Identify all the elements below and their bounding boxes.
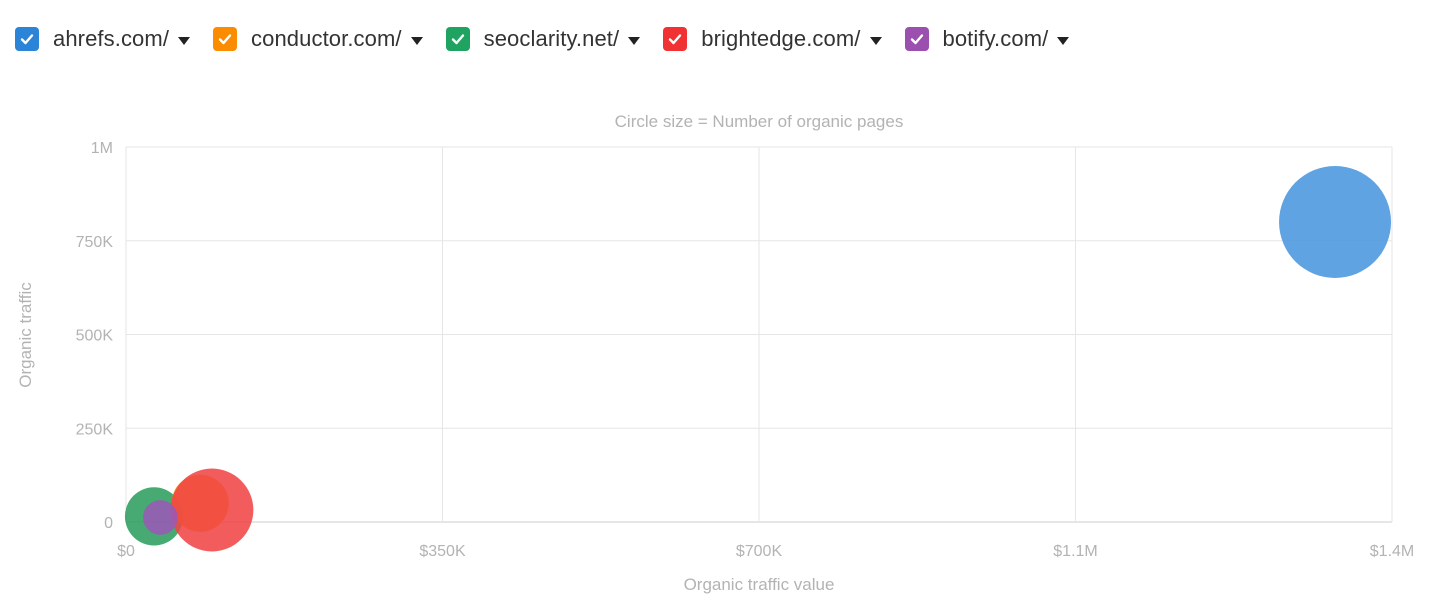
caret-down-icon[interactable]: [409, 36, 425, 46]
checkbox-botify[interactable]: [904, 27, 929, 51]
legend-item-conductor[interactable]: conductor.com/: [213, 26, 425, 52]
y-tick-label: 1M: [91, 140, 113, 157]
caret-down-icon[interactable]: [1055, 36, 1071, 46]
legend-item-botify[interactable]: botify.com/: [904, 26, 1072, 52]
checkmark-icon: [669, 34, 682, 45]
caret-down-icon[interactable]: [626, 36, 642, 46]
checkbox-seoclarity[interactable]: [445, 27, 470, 51]
x-tick-label: $1.4M: [1370, 543, 1414, 560]
checkbox-brightedge[interactable]: [663, 27, 688, 51]
y-axis-title: Organic traffic: [16, 282, 35, 388]
checkmark-icon: [910, 34, 923, 45]
bubble-series: [124, 166, 1392, 552]
y-tick-label: 500K: [76, 328, 114, 345]
bubble-botify-com[interactable]: [143, 500, 178, 535]
legend-item-seoclarity[interactable]: seoclarity.net/: [445, 26, 643, 52]
checkmark-icon: [451, 34, 464, 45]
caret-down-icon[interactable]: [868, 36, 884, 46]
checkmark-icon: [218, 34, 232, 45]
legend-item-ahrefs[interactable]: ahrefs.com/: [15, 26, 192, 52]
x-tick-label: $1.1M: [1053, 543, 1097, 560]
checkmark-icon: [20, 34, 34, 45]
chart-grid: [125, 146, 1393, 523]
caret-down-icon[interactable]: [176, 36, 192, 46]
checkbox-conductor[interactable]: [213, 27, 238, 51]
x-axis-title: Organic traffic value: [684, 575, 835, 594]
x-tick-label: $700K: [736, 543, 783, 560]
legend-label-brightedge[interactable]: brightedge.com/: [701, 26, 861, 51]
bubble-ahrefs-com[interactable]: [1279, 166, 1392, 278]
y-tick-label: 750K: [76, 234, 114, 251]
bubble-brightedge-com[interactable]: [170, 468, 254, 552]
x-tick-label: $350K: [419, 543, 466, 560]
chart-subtitle: Circle size = Number of organic pages: [615, 112, 904, 131]
legend-item-brightedge[interactable]: brightedge.com/: [663, 26, 883, 52]
y-tick-label: 250K: [76, 421, 114, 438]
x-tick-label: $0: [117, 543, 135, 560]
legend-label-ahrefs[interactable]: ahrefs.com/: [53, 26, 170, 51]
legend-label-seoclarity[interactable]: seoclarity.net/: [483, 26, 620, 51]
checkbox-ahrefs[interactable]: [15, 27, 39, 51]
legend-label-botify[interactable]: botify.com/: [942, 26, 1049, 51]
series-legend: ahrefs.com/ conductor.com/ seoclarity.ne…: [15, 25, 1092, 53]
tick-labels: 0 250K 500K 750K 1M $0 $350K $700K $1.1M $1.4M: [76, 140, 1415, 560]
legend-label-conductor[interactable]: conductor.com/: [251, 26, 402, 51]
y-tick-label: 0: [104, 515, 113, 532]
